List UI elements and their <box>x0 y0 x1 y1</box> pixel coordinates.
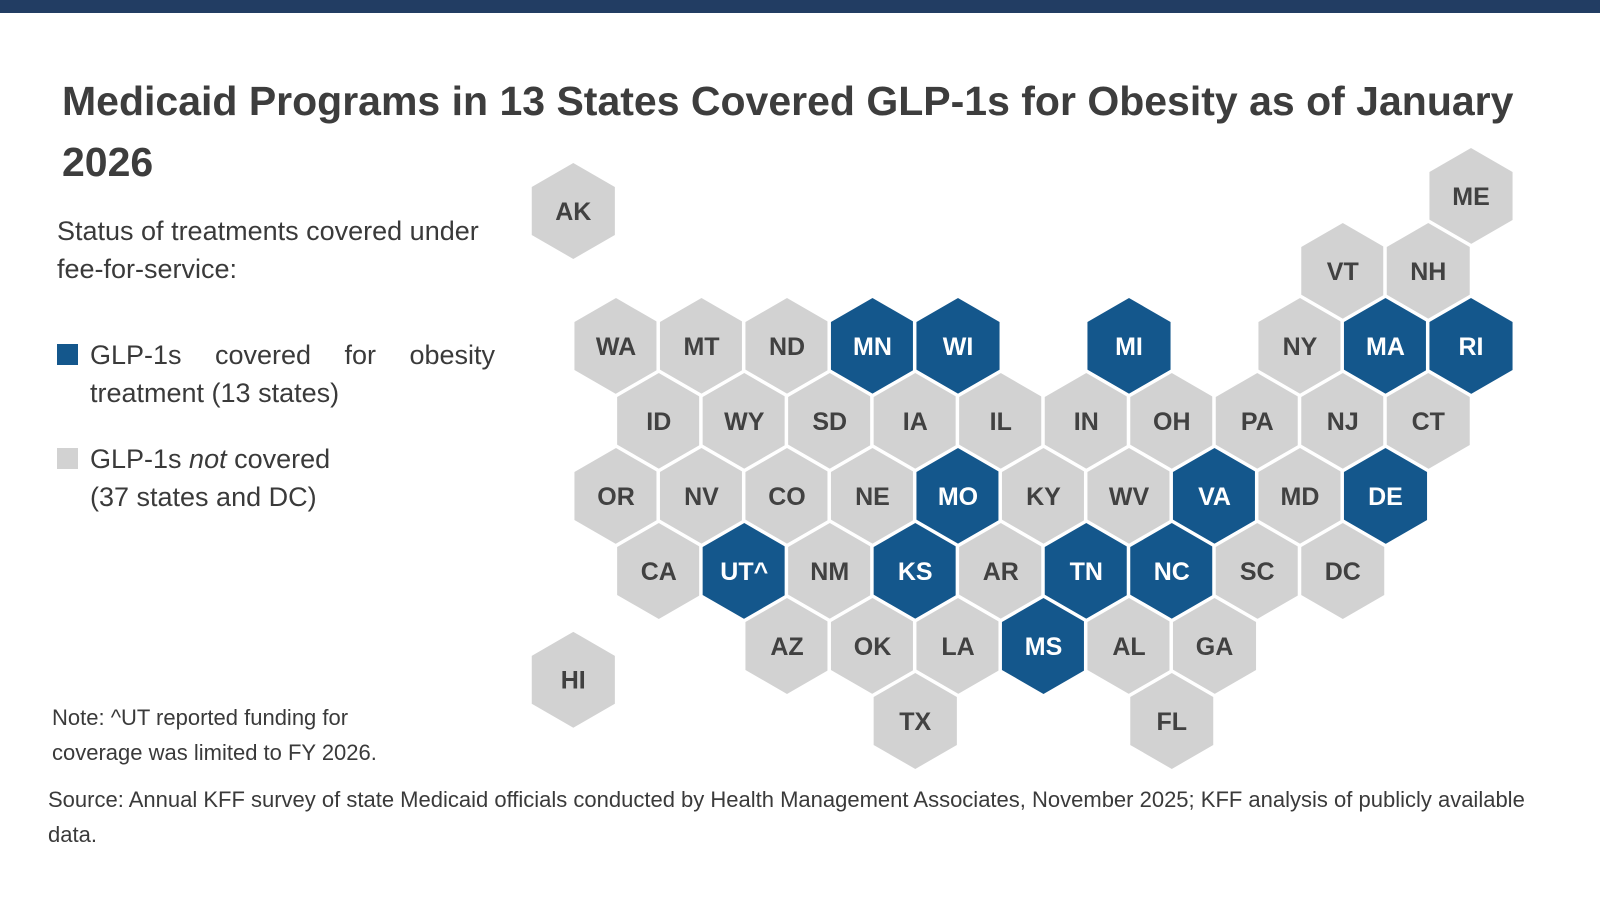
state-hex-shape-HI <box>528 627 619 732</box>
source-text: Source: Annual KFF survey of state Medic… <box>48 787 1525 848</box>
legend-item-not-covered: GLP-1s not covered (37 states and DC) <box>57 440 397 517</box>
state-label-NJ: NJ <box>1327 408 1359 436</box>
state-label-WY: WY <box>724 408 765 436</box>
state-hex-shape-FL <box>1126 668 1217 774</box>
state-label-LA: LA <box>941 633 974 661</box>
state-label-MA: MA <box>1366 333 1405 361</box>
state-hex-WI: WI <box>912 293 1004 399</box>
state-label-TN: TN <box>1070 558 1103 586</box>
state-label-WA: WA <box>596 333 636 361</box>
state-hex-NH: NH <box>1383 218 1474 324</box>
state-label-UT: UT^ <box>720 558 768 586</box>
state-label-MN: MN <box>853 333 892 361</box>
state-label-OK: OK <box>854 633 892 661</box>
not-covered-swatch-icon <box>57 448 78 469</box>
state-label-IN: IN <box>1074 408 1099 436</box>
state-hex-IA: IA <box>870 368 961 474</box>
state-label-NH: NH <box>1410 258 1446 286</box>
state-label-CO: CO <box>768 483 806 511</box>
state-hex-AL: AL <box>1083 593 1175 699</box>
state-label-HI: HI <box>561 667 586 695</box>
state-label-OH: OH <box>1153 408 1191 436</box>
state-label-SC: SC <box>1240 558 1275 586</box>
state-hex-GA: GA <box>1169 593 1260 699</box>
state-label-KY: KY <box>1026 483 1061 511</box>
legend-covered-label: GLP-1s covered for obesity treatment (13… <box>90 340 495 409</box>
legend-heading: Status of treatments covered under fee-f… <box>57 216 479 285</box>
state-label-MI: MI <box>1115 333 1143 361</box>
state-label-SD: SD <box>812 408 847 436</box>
state-label-TX: TX <box>899 708 931 736</box>
legend-not-covered-part2: covered (37 states and DC) <box>90 444 331 513</box>
state-label-AK: AK <box>555 198 591 226</box>
state-hex-FL: FL <box>1126 668 1217 774</box>
covered-swatch-icon <box>57 344 78 365</box>
state-label-NE: NE <box>855 483 890 511</box>
state-label-MS: MS <box>1025 633 1063 661</box>
state-label-RI: RI <box>1459 333 1484 361</box>
state-label-NC: NC <box>1154 558 1190 586</box>
state-label-IL: IL <box>990 408 1012 436</box>
state-label-ND: ND <box>769 333 805 361</box>
state-label-AR: AR <box>983 558 1019 586</box>
state-label-AZ: AZ <box>770 633 803 661</box>
state-label-AL: AL <box>1112 633 1145 661</box>
state-label-NY: NY <box>1283 333 1318 361</box>
state-label-NV: NV <box>684 483 719 511</box>
state-hex-shape-TX <box>870 668 961 774</box>
top-accent-bar <box>0 0 1600 13</box>
state-label-NM: NM <box>810 558 849 586</box>
state-label-OR: OR <box>597 483 635 511</box>
state-label-VA: VA <box>1198 483 1231 511</box>
hex-map: AK ME VT NH WA MT ND MN WI MI NY MA RI ID WY SD IA IL IN OH… <box>480 140 1600 800</box>
state-label-WV: WV <box>1109 483 1150 511</box>
page-title: Medicaid Programs in 13 States Covered G… <box>62 78 1514 186</box>
state-label-KS: KS <box>898 558 933 586</box>
state-hex-HI: HI <box>528 627 619 732</box>
state-hex-OK: OK <box>827 593 918 699</box>
state-label-WI: WI <box>943 333 974 361</box>
state-label-ID: ID <box>646 408 671 436</box>
state-label-FL: FL <box>1156 708 1187 736</box>
state-hex-shape-AK <box>528 158 619 264</box>
state-label-VT: VT <box>1327 258 1359 286</box>
legend-item-covered: GLP-1s covered for obesity treatment (13… <box>57 336 517 413</box>
state-label-MO: MO <box>938 483 978 511</box>
legend-not-covered-label: GLP-1s not covered (37 states and DC) <box>90 440 370 517</box>
state-hex-shape-DC <box>1297 518 1388 624</box>
state-label-CT: CT <box>1412 408 1445 436</box>
state-label-MT: MT <box>683 333 719 361</box>
legend-not-covered-part1: GLP-1s <box>90 444 190 474</box>
hex-map-svg: AK ME VT NH WA MT ND MN WI MI NY MA RI ID WY SD IA IL IN OH… <box>528 143 1517 774</box>
state-hex-AK: AK <box>528 158 619 264</box>
state-hex-DC: DC <box>1297 518 1388 624</box>
state-label-GA: GA <box>1196 633 1234 661</box>
state-hex-TX: TX <box>870 668 961 774</box>
state-label-PA: PA <box>1241 408 1274 436</box>
state-label-MD: MD <box>1281 483 1320 511</box>
state-label-DE: DE <box>1368 483 1403 511</box>
legend-not-covered-italic: not <box>189 444 227 474</box>
state-hex-TN: TN <box>1041 518 1132 624</box>
state-label-IA: IA <box>903 408 928 436</box>
state-label-DC: DC <box>1325 558 1361 586</box>
state-label-ME: ME <box>1452 183 1490 211</box>
state-hex-MS: MS <box>998 593 1089 699</box>
note-text: Note: ^UT reported funding for coverage … <box>52 705 377 766</box>
state-label-CA: CA <box>641 558 677 586</box>
